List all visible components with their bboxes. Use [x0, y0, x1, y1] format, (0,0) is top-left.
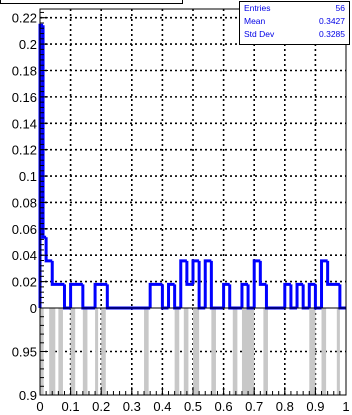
- top-y-tick-label: 0.1: [19, 169, 37, 184]
- stats-label: Entries: [244, 3, 271, 13]
- stats-value: 0.3285: [319, 29, 345, 39]
- bottom-grid: [40, 308, 346, 395]
- top-y-tick-label: 0.14: [12, 116, 37, 131]
- histogram-bin: [167, 282, 175, 308]
- stats-box: Entries 56 Mean 0.3427 Std Dev 0.3285: [239, 1, 350, 45]
- bottom-bar: [183, 308, 189, 395]
- top-y-tick-label: 0.12: [12, 143, 37, 158]
- top-y-tick-label: 0: [30, 301, 37, 316]
- top-y-tick-label: 0.06: [12, 222, 37, 237]
- histogram-bin: [50, 260, 65, 286]
- histogram-bin: [185, 260, 193, 286]
- bottom-bar: [70, 308, 76, 395]
- x-tick-label: 0.2: [92, 399, 110, 414]
- histogram-bin: [81, 284, 96, 310]
- stats-label: Std Dev: [244, 29, 275, 39]
- bottom-bar: [95, 308, 99, 395]
- histogram-bin: [44, 237, 53, 263]
- bottom-bar: [263, 308, 268, 395]
- histogram-bin: [326, 260, 340, 286]
- bottom-bar: [336, 308, 340, 395]
- histogram-bin: [320, 259, 328, 308]
- x-tick-label: 0.8: [276, 399, 294, 414]
- stats-label: Mean: [244, 16, 266, 26]
- x-tick-label: 0: [36, 399, 43, 414]
- histogram-bin: [191, 259, 200, 285]
- bottom-bar: [193, 308, 200, 395]
- x-tick-label: 0.6: [215, 399, 233, 414]
- bottom-bar: [58, 308, 63, 395]
- x-tick-label: 0.7: [245, 399, 263, 414]
- top-y-tick-label: 0.02: [12, 275, 37, 290]
- top-y-tick-label: 0.08: [12, 195, 37, 210]
- bottom-bar: [309, 308, 316, 395]
- x-tick-label: 0.9: [306, 399, 324, 414]
- x-tick-label: 0.5: [184, 399, 202, 414]
- title-box: [0, 0, 183, 4]
- stats-value: 56: [335, 3, 345, 13]
- histogram-bin: [105, 284, 151, 310]
- histogram-bin: [258, 260, 267, 286]
- bottom-bar: [174, 308, 180, 395]
- histogram-bin: [307, 282, 316, 308]
- bottom-bar: [241, 308, 255, 395]
- stats-row-stddev: Std Dev 0.3285: [240, 28, 349, 41]
- histogram-bin: [69, 282, 83, 308]
- histogram-bin: [179, 259, 187, 308]
- x-tick-label: 0.1: [62, 399, 80, 414]
- histogram-bin: [228, 284, 242, 310]
- bottom-bar: [232, 308, 238, 395]
- histogram-bin: [209, 260, 224, 310]
- histogram-bin: [252, 259, 261, 308]
- bottom-y-tick-label: 0.9: [19, 388, 37, 403]
- top-y-tick-label: 0.2: [19, 37, 37, 52]
- bottom-bar: [321, 308, 327, 395]
- top-y-tick-label: 0.04: [12, 248, 37, 263]
- x-tick-label: 1: [342, 399, 349, 414]
- x-tick-label: 0.4: [153, 399, 171, 414]
- bottom-bar: [144, 308, 149, 395]
- top-y-tick-label: 0.18: [12, 63, 37, 78]
- bottom-bars: [40, 308, 340, 395]
- histogram-bin: [222, 282, 230, 308]
- bottom-bar: [82, 308, 88, 395]
- histogram-bin: [295, 282, 304, 308]
- histogram-bin: [41, 25, 47, 239]
- histogram-bin: [264, 284, 285, 310]
- top-y-tick-label: 0.22: [12, 11, 37, 26]
- bottom-bar: [211, 308, 216, 395]
- x-tick-label: 0.3: [123, 399, 141, 414]
- top-y-tick-label: 0.16: [12, 90, 37, 105]
- axes: 0 0.1 0.2 0.3 0.4 0.5 0.6 0.7 0.8 0.9 1 0 0.02 0.04 0.…: [12, 11, 350, 414]
- histogram-bin: [338, 284, 346, 310]
- histogram-bin: [203, 259, 212, 308]
- bottom-bar: [49, 308, 56, 395]
- histogram-bars: [38, 23, 346, 310]
- histogram-bin: [240, 282, 249, 308]
- stats-row-mean: Mean 0.3427: [240, 15, 349, 28]
- histogram-bin: [93, 282, 108, 308]
- bottom-y-tick-label: 0.95: [12, 345, 37, 360]
- bottom-bar: [101, 308, 106, 395]
- stats-row-entries: Entries 56: [240, 2, 349, 15]
- stats-value: 0.3427: [319, 16, 345, 26]
- histogram-bin: [148, 282, 163, 308]
- histogram-bin: [283, 282, 291, 308]
